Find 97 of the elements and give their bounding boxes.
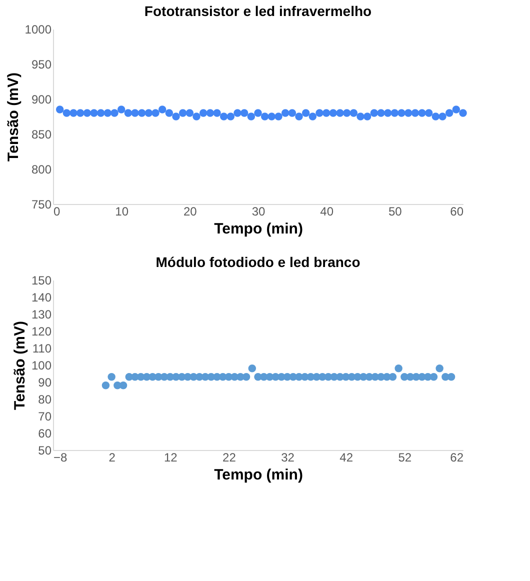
point (384, 109, 392, 117)
y-tick-label: 800 (31, 162, 52, 176)
point (178, 109, 187, 117)
point (356, 112, 364, 120)
point (288, 109, 296, 117)
point (281, 109, 290, 117)
y-tick-label: 750 (31, 198, 52, 212)
point (192, 112, 200, 120)
y-tick-label: 950 (31, 58, 52, 72)
point (70, 109, 78, 117)
y-axis-title: Tensão (mV) (4, 72, 22, 162)
point (295, 112, 303, 120)
point (234, 109, 242, 117)
point (213, 109, 221, 117)
y-tick-label: 70 (38, 410, 52, 424)
point (76, 109, 84, 117)
point (411, 109, 420, 117)
x-tick-label: 30 (252, 204, 266, 218)
point (424, 109, 433, 117)
point (220, 112, 228, 120)
point (438, 112, 446, 120)
point (165, 109, 174, 117)
point (124, 109, 132, 117)
point (152, 109, 160, 117)
point (342, 109, 351, 117)
y-tick-label: 850 (31, 128, 52, 142)
x-tick-label: −8 (54, 450, 68, 464)
point (62, 109, 71, 117)
x-tick-label: 12 (164, 450, 178, 464)
point (56, 106, 64, 114)
x-tick-label: 42 (340, 450, 354, 464)
y-tick-label: 140 (31, 290, 52, 304)
y-tick-label: 90 (38, 376, 52, 390)
point (336, 109, 344, 117)
point (459, 109, 467, 117)
point (199, 109, 208, 117)
x-tick-label: 62 (450, 450, 464, 464)
point (302, 109, 310, 117)
point (274, 112, 282, 120)
point (117, 106, 126, 114)
point (316, 109, 324, 117)
x-tick-label: 32 (281, 450, 295, 464)
point (418, 109, 426, 117)
point (104, 109, 112, 117)
point (138, 109, 146, 117)
point (390, 109, 399, 117)
x-tick-label: 0 (54, 204, 60, 218)
y-tick-label: 150 (31, 274, 52, 288)
x-tick-label: 50 (388, 204, 402, 218)
point (186, 109, 194, 117)
x-tick-label: 52 (398, 450, 412, 464)
y-tick-label: 1000 (24, 22, 52, 36)
point (432, 112, 440, 120)
point (206, 109, 214, 117)
point (350, 109, 358, 117)
y-tick-label: 60 (38, 426, 52, 440)
y-tick-label: 900 (31, 92, 52, 106)
point (329, 109, 338, 117)
y-tick-label: 100 (31, 358, 52, 372)
y-tick-label: 80 (38, 392, 52, 406)
chart-title: Módulo fotodiodo e led branco (156, 254, 360, 270)
y-tick-label: 110 (32, 342, 52, 356)
x-axis-title: Tempo (min) (214, 466, 303, 484)
x-tick-label: 20 (183, 204, 198, 218)
point (254, 109, 262, 117)
point (363, 112, 372, 120)
point (398, 109, 406, 117)
point (96, 109, 105, 117)
point (226, 112, 235, 120)
y-axis-title: Tensão (mV) (11, 321, 28, 410)
x-tick-label: 10 (115, 204, 129, 218)
x-axis-title: Tempo (min) (214, 220, 303, 238)
point (144, 109, 153, 117)
point (158, 106, 166, 114)
x-tick-label: 22 (222, 450, 236, 464)
point (322, 109, 330, 117)
point (90, 109, 98, 117)
point (260, 112, 269, 120)
point (240, 109, 248, 117)
point (83, 109, 92, 117)
point (268, 112, 276, 120)
x-tick-label: 2 (108, 450, 116, 464)
point (452, 106, 460, 114)
point (308, 112, 317, 120)
point (404, 109, 412, 117)
point (247, 112, 256, 120)
y-tick-label: 130 (31, 308, 52, 322)
point (445, 109, 454, 117)
point (110, 109, 118, 117)
x-tick-label: 60 (450, 204, 464, 218)
x-tick-label: 40 (320, 204, 334, 218)
point (377, 109, 385, 117)
point (131, 109, 139, 117)
point (370, 109, 378, 117)
y-tick-label: 120 (31, 324, 52, 338)
point (172, 112, 180, 120)
chart-title: Fototransistor e led infravermelho (144, 3, 372, 19)
